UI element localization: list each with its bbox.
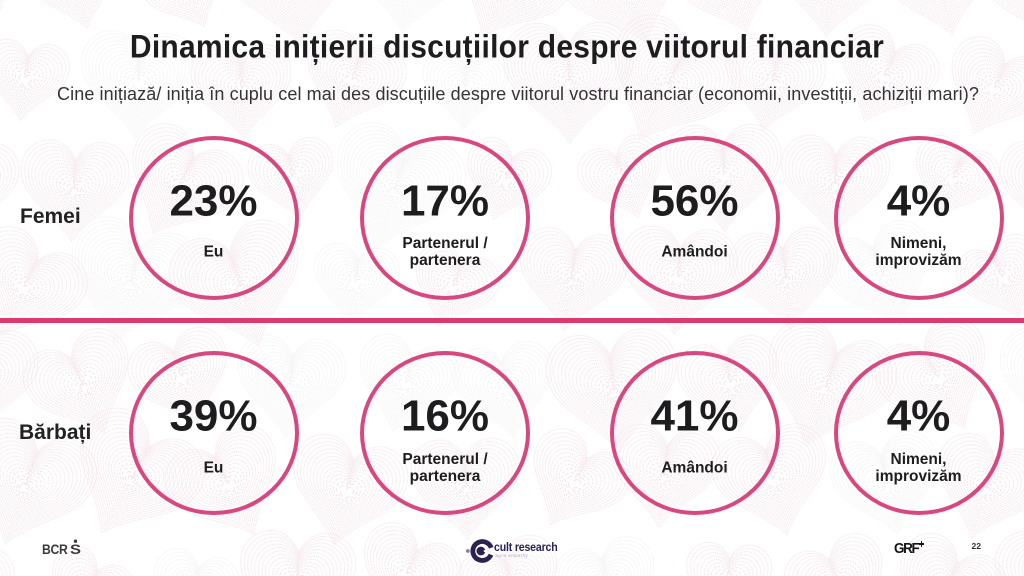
svg-text:S: S — [70, 541, 81, 556]
